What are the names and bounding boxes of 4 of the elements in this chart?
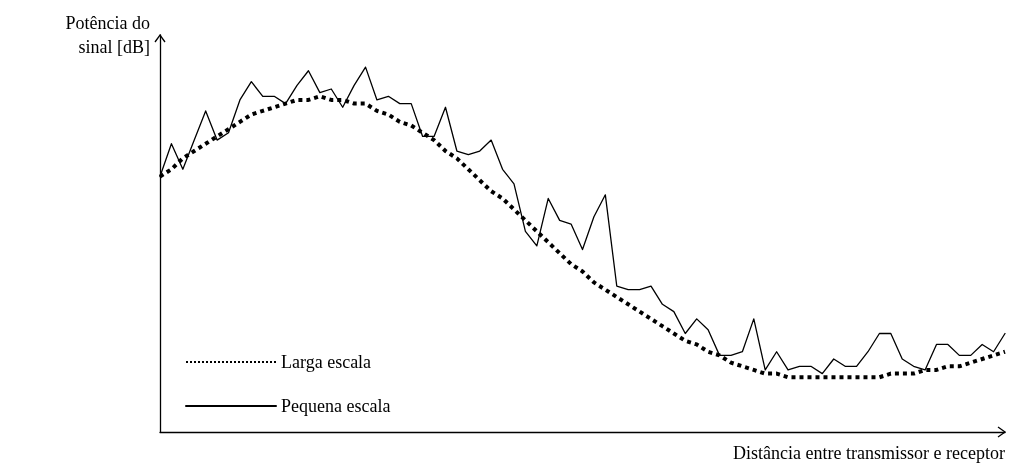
legend-label: Larga escala xyxy=(281,352,372,372)
legend-label: Pequena escala xyxy=(281,396,391,416)
y-axis-title: Potência do sinal [dB] xyxy=(65,13,150,57)
x-axis-title: Distância entre transmissor e receptor xyxy=(733,443,1005,463)
